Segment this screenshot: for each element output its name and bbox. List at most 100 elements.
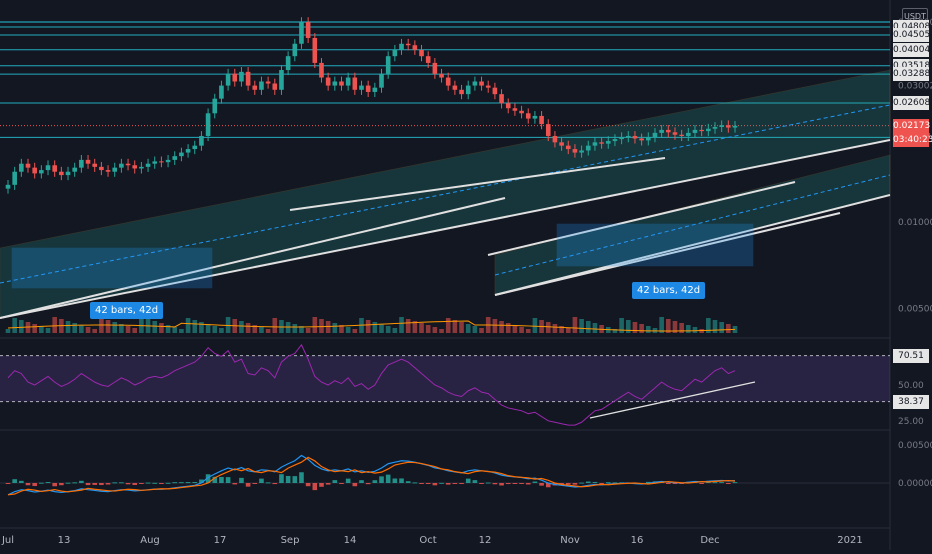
candle-body: [252, 85, 258, 90]
level-price-label: 0.02608: [893, 95, 931, 110]
candle-body: [592, 142, 598, 146]
time-tick-label: 13: [58, 535, 71, 546]
macd-hist-bar: [279, 474, 284, 483]
macd-hist-bar: [412, 482, 418, 484]
candle-body: [59, 171, 64, 176]
volume-bar: [572, 317, 578, 333]
volume-bar: [52, 317, 57, 333]
volume-bar: [165, 325, 171, 333]
macd-hist-bar: [519, 483, 524, 484]
macd-hist-bar: [145, 482, 151, 484]
macd-hist-bar: [645, 481, 651, 483]
candle-body: [412, 45, 418, 50]
macd-hist-bar: [365, 483, 371, 485]
time-tick-label: 14: [344, 535, 357, 546]
candle-body: [232, 73, 238, 82]
volume-bar: [265, 329, 271, 333]
rsi-level-label: 38.37: [893, 394, 929, 409]
macd-hist-bar: [19, 480, 24, 483]
volume-bar: [472, 326, 478, 333]
macd-hist-bar: [605, 482, 611, 484]
candle-body: [465, 85, 471, 95]
macd-hist-bar: [92, 483, 98, 485]
candle-body: [39, 170, 44, 174]
candle-body: [159, 161, 164, 163]
volume-bar: [139, 317, 144, 333]
macd-hist-bar: [425, 483, 431, 484]
long-channel-mid: [0, 104, 891, 284]
macd-hist-bar: [219, 476, 224, 483]
candle-body: [666, 129, 671, 133]
candle-body: [345, 77, 351, 86]
volume-bar: [712, 320, 718, 333]
macd-hist-bar: [52, 483, 57, 487]
candle-body: [265, 81, 271, 84]
volume-bar: [385, 326, 391, 333]
volume-bar: [12, 318, 17, 333]
candle-body: [605, 141, 611, 144]
candle-body: [12, 171, 17, 185]
current-price-label: 0.02173: [893, 118, 931, 133]
level-price-label: 0.03288: [893, 67, 931, 82]
time-tick-label: Oct: [419, 535, 436, 546]
candle-body: [119, 163, 124, 168]
macd-hist-bar: [432, 483, 438, 486]
volume-bar: [639, 324, 644, 333]
candle-body: [205, 113, 211, 136]
time-tick-label: Jul: [1, 535, 14, 546]
candle-body: [165, 159, 171, 163]
macd-hist-bar: [265, 482, 271, 484]
macd-hist-bar: [5, 483, 11, 484]
volume-bar: [112, 322, 118, 333]
candle-body: [686, 132, 691, 136]
candle-body: [385, 56, 391, 74]
candle-body: [552, 135, 558, 143]
measure-badge-right: 42 bars, 42d: [632, 282, 706, 299]
short-channel-mid: [494, 174, 891, 276]
candle-body: [245, 71, 251, 86]
volume-bar: [592, 323, 598, 333]
candle-body: [212, 98, 218, 114]
time-tick-label: Sep: [281, 535, 300, 546]
macd-hist-bar: [132, 483, 138, 485]
macd-hist-bar: [599, 483, 604, 484]
volume-bar: [179, 329, 184, 333]
volume-bar: [105, 320, 111, 333]
macd-hist-bar: [179, 482, 184, 484]
price-tick-label: 0.03002: [898, 81, 932, 91]
candle-body: [672, 132, 678, 135]
volume-bar: [199, 322, 204, 333]
volume-bar: [39, 326, 44, 333]
macd-hist-bar: [499, 483, 504, 486]
macd-hist-bar: [32, 483, 37, 487]
candle-body: [139, 166, 144, 169]
candle-body: [612, 139, 618, 142]
candle-body: [85, 159, 91, 164]
candle-body: [405, 43, 411, 46]
volume-bar: [332, 323, 338, 333]
macd-hist-bar: [319, 483, 324, 487]
volume-bar: [172, 327, 178, 333]
candle-body: [625, 135, 631, 138]
macd-hist-bar: [105, 483, 111, 485]
macd-hist-bar: [192, 482, 198, 484]
macd-hist-bar: [25, 483, 31, 486]
volume-bar: [425, 325, 431, 333]
macd-hist-bar: [592, 481, 598, 483]
macd-hist-bar: [699, 483, 704, 484]
macd-hist-bar: [399, 478, 404, 483]
macd-hist-bar: [512, 483, 518, 484]
macd-tick-label: 0.00500: [898, 441, 932, 451]
candle-body: [19, 163, 24, 172]
candle-body: [525, 113, 531, 119]
volume-bar: [225, 317, 231, 333]
volume-bar: [706, 318, 711, 333]
volume-bar: [459, 322, 464, 333]
candle-body: [505, 103, 511, 109]
volume-bar: [285, 322, 291, 333]
volume-bar: [352, 329, 358, 333]
macd-hist-bar: [119, 482, 124, 484]
rsi-level-label: 70.51: [893, 348, 929, 363]
